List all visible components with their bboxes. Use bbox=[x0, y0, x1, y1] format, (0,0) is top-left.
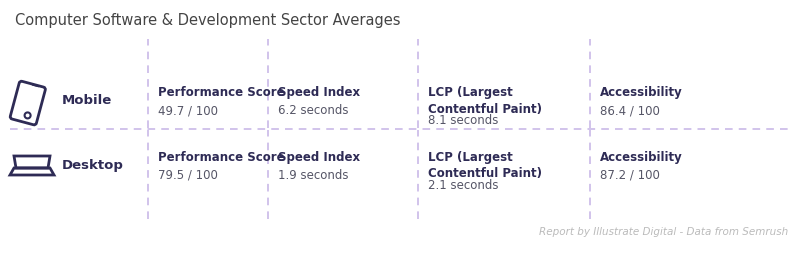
Text: Speed Index: Speed Index bbox=[278, 150, 360, 163]
Text: Mobile: Mobile bbox=[62, 93, 112, 106]
Text: Accessibility: Accessibility bbox=[600, 150, 682, 163]
Text: LCP (Largest
Contentful Paint): LCP (Largest Contentful Paint) bbox=[428, 86, 542, 115]
Text: 8.1 seconds: 8.1 seconds bbox=[428, 114, 498, 126]
Text: Desktop: Desktop bbox=[62, 158, 124, 171]
Text: 49.7 / 100: 49.7 / 100 bbox=[158, 104, 218, 117]
Text: Performance Score: Performance Score bbox=[158, 150, 285, 163]
Text: LCP (Largest
Contentful Paint): LCP (Largest Contentful Paint) bbox=[428, 150, 542, 180]
Text: Performance Score: Performance Score bbox=[158, 86, 285, 99]
Text: 87.2 / 100: 87.2 / 100 bbox=[600, 168, 660, 181]
Text: Accessibility: Accessibility bbox=[600, 86, 682, 99]
Text: 6.2 seconds: 6.2 seconds bbox=[278, 104, 349, 117]
Text: 1.9 seconds: 1.9 seconds bbox=[278, 168, 349, 181]
Text: 79.5 / 100: 79.5 / 100 bbox=[158, 168, 218, 181]
Text: Report by Illustrate Digital - Data from Semrush: Report by Illustrate Digital - Data from… bbox=[538, 226, 788, 236]
Text: Speed Index: Speed Index bbox=[278, 86, 360, 99]
Text: Computer Software & Development Sector Averages: Computer Software & Development Sector A… bbox=[15, 13, 401, 28]
Text: 86.4 / 100: 86.4 / 100 bbox=[600, 104, 660, 117]
Text: 2.1 seconds: 2.1 seconds bbox=[428, 178, 498, 191]
